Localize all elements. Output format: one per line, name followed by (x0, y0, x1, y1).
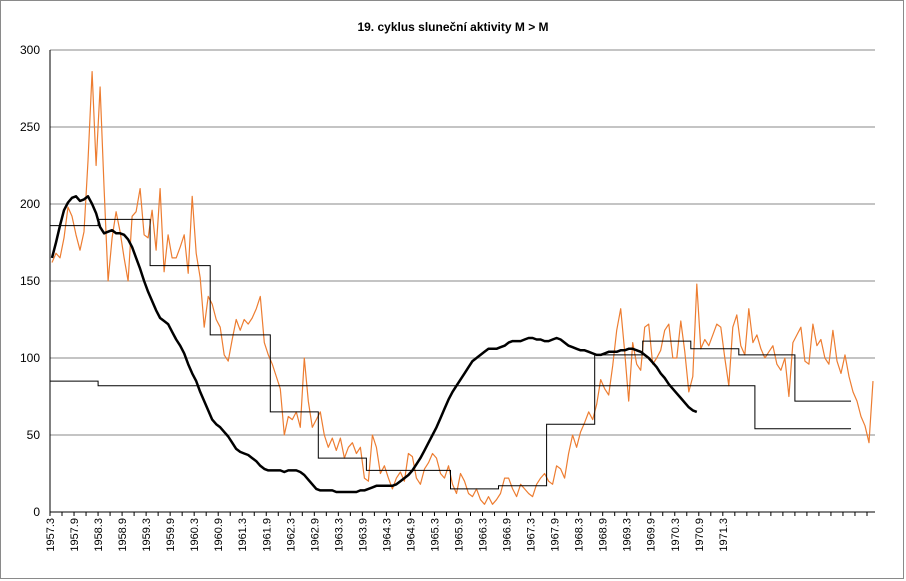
x-tick-label-1964.3: 1964.3 (381, 518, 393, 552)
y-tick-label-100: 100 (20, 351, 40, 365)
y-tick-label-200: 200 (20, 197, 40, 211)
y-tick-label-50: 50 (27, 428, 41, 442)
y-tick-label-250: 250 (20, 120, 40, 134)
x-tick-label-1963.9: 1963.9 (357, 518, 369, 552)
x-tick-label-1970.3: 1970.3 (670, 518, 682, 552)
grid-layer (50, 49, 875, 436)
x-tick-label-1961.3: 1961.3 (237, 518, 249, 552)
series-line-step_annual (50, 218, 851, 490)
x-tick-label-1965.3: 1965.3 (429, 518, 441, 552)
x-tick-label-1959.3: 1959.3 (141, 518, 153, 552)
series-line-step_mean (50, 380, 851, 430)
x-tick-label-1957.3: 1957.3 (45, 518, 57, 552)
y-tick-label-0: 0 (33, 505, 40, 519)
x-tick-label-1968.3: 1968.3 (574, 518, 586, 552)
x-tick-label-1967.9: 1967.9 (550, 518, 562, 552)
x-tick-label-1962.9: 1962.9 (309, 518, 321, 552)
x-tick-label-1958.9: 1958.9 (117, 518, 129, 552)
x-tick-label-1957.9: 1957.9 (69, 518, 81, 552)
y-tick-label-300: 300 (20, 43, 40, 57)
chart-title: 19. cyklus sluneční aktivity M > M (357, 20, 549, 34)
series-line-smoothed (50, 195, 698, 494)
y-tick-label-150: 150 (20, 274, 40, 288)
x-tick-label-1958.3: 1958.3 (93, 518, 105, 552)
series-layer (50, 70, 874, 505)
x-tick-label-1960.9: 1960.9 (213, 518, 225, 552)
x-tick-label-1963.3: 1963.3 (333, 518, 345, 552)
x-tick-label-1964.9: 1964.9 (405, 518, 417, 552)
x-tick-label-1959.9: 1959.9 (165, 518, 177, 552)
x-tick-label-1971.3: 1971.3 (718, 518, 730, 552)
x-tick-label-1969.9: 1969.9 (646, 518, 658, 552)
x-tick-label-1967.3: 1967.3 (526, 518, 538, 552)
x-tick-label-1966.3: 1966.3 (478, 518, 490, 552)
x-tick-label-1965.9: 1965.9 (453, 518, 465, 552)
axis-layer (49, 50, 875, 516)
x-tick-label-1966.9: 1966.9 (502, 518, 514, 552)
x-tick-label-1961.9: 1961.9 (261, 518, 273, 552)
x-tick-label-1969.3: 1969.3 (622, 518, 634, 552)
x-tick-label-1960.3: 1960.3 (189, 518, 201, 552)
x-tick-label-1970.9: 1970.9 (694, 518, 706, 552)
series-line-monthly (51, 70, 874, 505)
x-tick-label-1968.9: 1968.9 (598, 518, 610, 552)
x-tick-label-1962.3: 1962.3 (285, 518, 297, 552)
label-layer: 0 50 100 150 200 250 300 1957.3 1957.9 1958.3 1958… (20, 43, 730, 552)
